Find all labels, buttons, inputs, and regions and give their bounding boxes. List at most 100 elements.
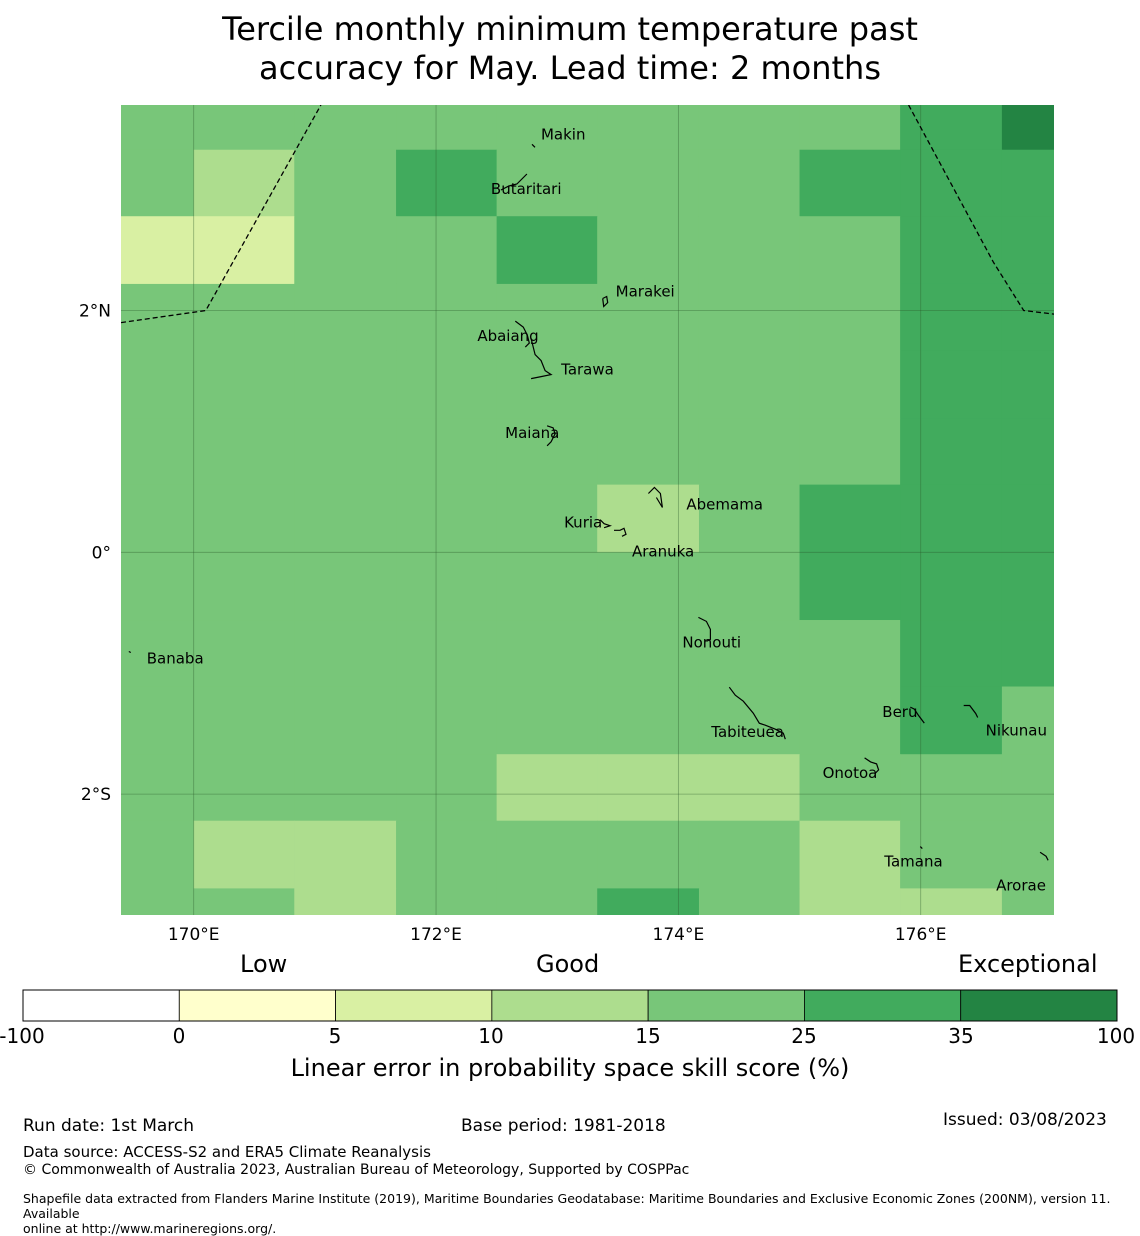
island-label-tarawa: Tarawa: [560, 361, 614, 379]
colorbar-swatch: [804, 989, 962, 1022]
colorbar-swatch: [335, 989, 493, 1022]
grid-cell: [1001, 418, 1054, 486]
grid-cell: [193, 686, 295, 755]
grid-cell: [193, 149, 295, 217]
island-outline-banaba: [128, 650, 132, 654]
grid-cell: [193, 552, 295, 621]
grid-cell: [294, 418, 397, 486]
island-outline-kuria: [599, 519, 612, 529]
eez-boundaries: [121, 105, 1054, 324]
island-outline-beru: [910, 706, 925, 724]
grid-cell: [900, 283, 1003, 351]
grid-cell: [496, 283, 598, 351]
grid-cell: [294, 686, 397, 755]
x-tick-label: 176°E: [895, 925, 947, 945]
grid-cell: [496, 350, 598, 419]
grid-cell: [1001, 484, 1054, 553]
island-label-onotoa: Onotoa: [823, 764, 878, 782]
y-axis-ticks: 2°N 0° 2°S: [79, 302, 111, 806]
y-tick-label: 0°: [92, 543, 111, 563]
grid-cell: [799, 888, 901, 915]
grid-cell: [1001, 552, 1054, 621]
grid-cell: [799, 105, 901, 151]
data-source: Data source: ACCESS-S2 and ERA5 Climate …: [23, 1143, 431, 1161]
grid-cell: [698, 754, 801, 822]
island-label-marakei: Marakei: [616, 282, 675, 300]
grid-cell: [294, 888, 397, 915]
grid-cell: [799, 620, 901, 688]
shapefile-credit: Shapefile data extracted from Flanders M…: [23, 1191, 1140, 1236]
grid-cell: [193, 105, 295, 151]
y-tick-label: 2°N: [79, 302, 111, 322]
grid-cell: [698, 216, 801, 285]
grid-cell: [193, 350, 295, 419]
grid-cell: [900, 418, 1003, 486]
grid-cell: [597, 149, 700, 217]
grid-cell: [496, 484, 598, 553]
grid-cell: [294, 552, 397, 621]
island-outline-aranuka: [614, 527, 627, 537]
island-layer: Makin Butaritari Marakei Abaiang Tarawa Maian…: [128, 125, 1049, 894]
grid-cell: [1001, 620, 1054, 688]
island-outline-tarawa: [530, 338, 553, 380]
island-outline-nikunau: [963, 704, 979, 718]
grid-cell: [121, 552, 195, 621]
grid-cell: [121, 149, 195, 217]
grid-cell: [597, 620, 700, 688]
grid-cell: [799, 418, 901, 486]
grid-cell: [1001, 754, 1054, 822]
grid-cell: [396, 149, 498, 217]
island-outline-abemama: [647, 486, 663, 508]
colorbar-swatch: [22, 989, 180, 1022]
grid-cell: [396, 283, 498, 351]
grid-cell: [1001, 350, 1054, 419]
grid-cell: [597, 350, 700, 419]
grid-cell: [294, 350, 397, 419]
y-tick-label: 2°S: [81, 785, 111, 805]
grid-cell: [1001, 283, 1054, 351]
grid-cell: [597, 418, 700, 486]
grid-cell: [496, 620, 598, 688]
grid-cell: [294, 216, 397, 285]
grid-cell: [193, 888, 295, 915]
grid-cell: [294, 484, 397, 553]
grid-cell: [698, 105, 801, 151]
grid-cell: [698, 820, 801, 889]
grid-cell: [698, 552, 801, 621]
grid-cell: [597, 283, 700, 351]
colorbar-tick: 15: [635, 1024, 661, 1048]
grid-cell: [396, 620, 498, 688]
grid-cell: [597, 888, 700, 915]
island-label-butaritari: Butaritari: [491, 180, 562, 198]
grid-cell: [396, 105, 498, 151]
grid-cell: [396, 820, 498, 889]
grid-cell: [799, 552, 901, 621]
grid-cell: [698, 283, 801, 351]
grid-cell: [597, 484, 700, 553]
island-label-nonouti: Nonouti: [682, 633, 741, 651]
grid-cell: [193, 216, 295, 285]
colorbar-tick: 0: [172, 1024, 186, 1048]
colorbar-tick: 10: [478, 1024, 504, 1048]
shapefile-credit-line-1: Shapefile data extracted from Flanders M…: [23, 1191, 1111, 1221]
grid-cell: [900, 350, 1003, 419]
base-period: Base period: 1981-2018: [461, 1116, 666, 1136]
grid-cell: [121, 754, 195, 822]
grid-cell: [799, 820, 901, 889]
island-label-nikunau: Nikunau: [986, 722, 1047, 740]
island-outline-tabiteuea: [728, 686, 786, 740]
island-outline-nonouti: [698, 616, 712, 642]
grid-cell: [496, 686, 598, 755]
shapefile-credit-line-2: online at http://www.marineregions.org/.: [23, 1221, 277, 1236]
grid-cell: [1001, 888, 1054, 915]
island-outline-tamana: [919, 846, 923, 850]
island-label-abemama: Abemama: [686, 496, 763, 514]
island-label-kuria: Kuria: [564, 514, 602, 532]
grid-cell: [799, 350, 901, 419]
island-label-arorae: Arorae: [996, 876, 1046, 894]
island-outline-marakei: [602, 295, 609, 308]
colorbar-swatch: [647, 989, 805, 1022]
grid-cell: [597, 105, 700, 151]
grid-cell: [597, 820, 700, 889]
colorbar-frame: [22, 989, 1118, 1022]
